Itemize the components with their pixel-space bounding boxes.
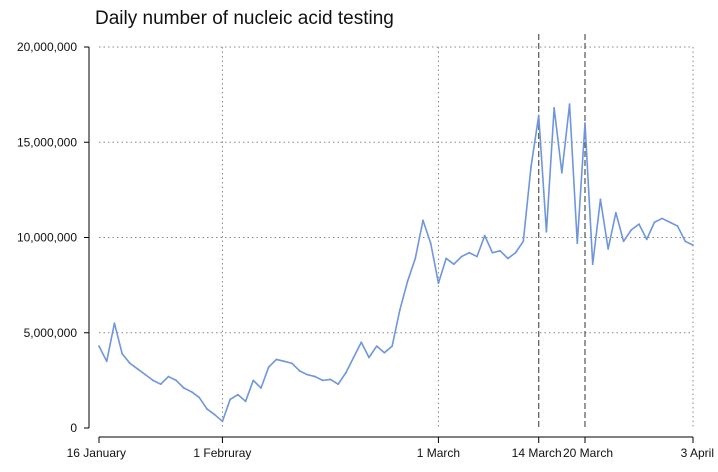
grid xyxy=(99,46,694,428)
data-point xyxy=(499,249,502,252)
data-point xyxy=(645,238,648,241)
data-point xyxy=(375,345,378,347)
data-point xyxy=(213,413,216,416)
x-tick-label: 1 March xyxy=(417,446,460,460)
reference-lines xyxy=(538,34,586,428)
data-point xyxy=(182,387,185,389)
data-point xyxy=(483,234,486,237)
data-point xyxy=(460,255,463,258)
data-point xyxy=(229,398,232,401)
data-point xyxy=(244,400,247,403)
y-tick-label: 10,000,000 xyxy=(17,231,77,245)
data-point xyxy=(283,360,286,363)
data-point xyxy=(591,263,594,266)
data-point xyxy=(661,217,664,220)
x-tick-label: 14 March xyxy=(512,446,562,460)
x-tick-label: 3 April xyxy=(681,446,714,460)
data-point xyxy=(121,352,124,355)
data-point xyxy=(676,225,679,227)
data-point xyxy=(607,248,610,250)
data-point xyxy=(267,366,270,368)
data-point xyxy=(576,242,579,245)
data-point xyxy=(476,255,478,258)
data-point xyxy=(406,280,409,283)
data-point xyxy=(275,358,278,361)
data-point xyxy=(252,379,255,382)
y-tick-label: 0 xyxy=(70,421,77,435)
x-tick-label: 20 March xyxy=(563,446,613,460)
series-layer xyxy=(98,103,694,423)
data-point xyxy=(221,420,224,423)
data-point xyxy=(506,257,509,260)
data-point xyxy=(105,360,108,363)
data-point xyxy=(668,221,671,224)
data-point xyxy=(113,322,116,325)
data-point xyxy=(152,379,154,382)
data-point xyxy=(298,369,301,372)
data-point xyxy=(653,221,656,224)
data-point xyxy=(622,240,625,243)
data-point xyxy=(638,223,640,226)
tick-labels: 0 5,000,000 10,000,000 15,000,000 20,000,000… xyxy=(17,40,714,460)
chart-title: Daily number of nucleic acid testing xyxy=(95,8,394,29)
data-point xyxy=(491,251,494,254)
data-point xyxy=(175,379,178,382)
x-tick-label: 1 Februray xyxy=(193,446,251,460)
data-point xyxy=(190,390,193,393)
x-tick-label: 16 January xyxy=(67,446,126,460)
data-point xyxy=(136,368,139,370)
data-point xyxy=(321,379,324,382)
data-point xyxy=(530,166,532,168)
data-point xyxy=(306,373,309,376)
data-point xyxy=(514,251,517,254)
series-line xyxy=(98,103,694,423)
y-tick-label: 20,000,000 xyxy=(17,40,77,54)
axes xyxy=(84,46,694,443)
data-point xyxy=(344,371,347,374)
data-point xyxy=(98,345,100,347)
data-point xyxy=(422,219,424,222)
data-point xyxy=(260,387,262,389)
data-point xyxy=(167,375,170,378)
data-point xyxy=(368,356,370,359)
data-point xyxy=(537,114,540,117)
data-point xyxy=(522,240,525,243)
data-point xyxy=(329,378,332,381)
data-point xyxy=(391,345,394,347)
data-point xyxy=(452,263,455,266)
data-point xyxy=(584,122,586,125)
y-tick-label: 15,000,000 xyxy=(17,135,77,149)
data-point xyxy=(437,282,440,285)
data-point xyxy=(568,103,571,106)
data-point xyxy=(630,228,633,231)
data-point xyxy=(360,341,363,344)
data-point xyxy=(236,393,239,396)
data-point xyxy=(692,244,694,247)
data-point xyxy=(128,362,131,365)
data-point xyxy=(314,375,316,378)
y-tick-label: 5,000,000 xyxy=(24,326,78,340)
data-point xyxy=(290,362,293,365)
data-point xyxy=(553,107,556,109)
data-point xyxy=(445,257,448,260)
data-point xyxy=(198,396,201,399)
data-point xyxy=(560,171,563,174)
data-point xyxy=(206,408,208,410)
data-point xyxy=(614,211,617,214)
data-point xyxy=(468,251,471,254)
data-point xyxy=(352,356,355,359)
data-point xyxy=(684,240,687,243)
data-point xyxy=(414,257,417,260)
data-point xyxy=(337,383,340,386)
data-point xyxy=(398,308,401,311)
data-point xyxy=(429,242,432,245)
data-point xyxy=(144,373,147,376)
data-point xyxy=(159,383,162,386)
data-point xyxy=(383,351,386,354)
data-point xyxy=(599,198,602,201)
data-point xyxy=(545,230,548,233)
